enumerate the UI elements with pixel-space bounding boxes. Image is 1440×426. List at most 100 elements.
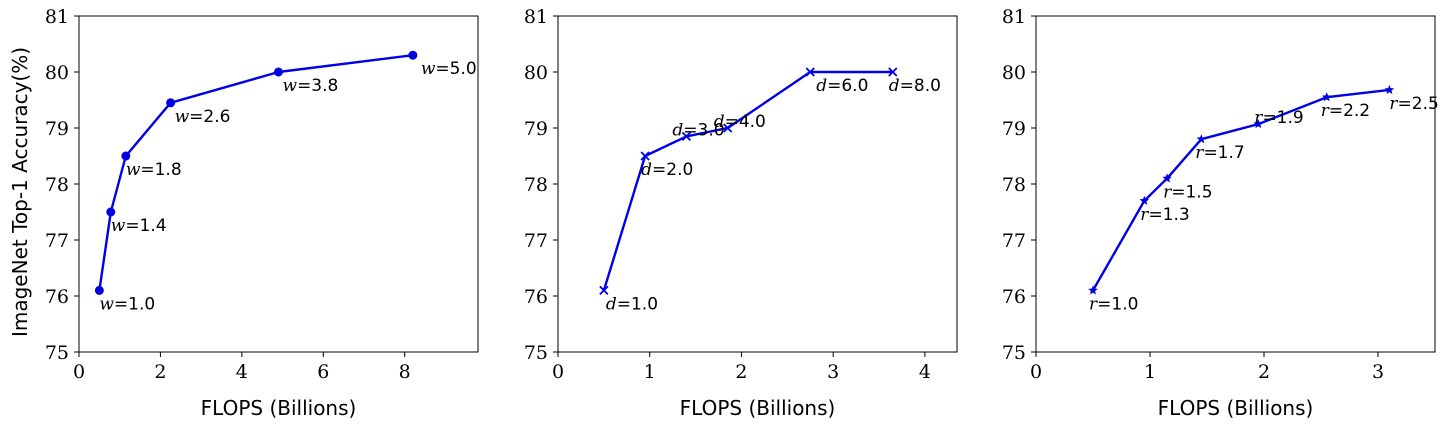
y-tick-label: 78 <box>45 174 69 196</box>
data-point <box>1088 285 1098 295</box>
data-label: r=1.3 <box>1140 205 1189 225</box>
y-tick-label: 80 <box>524 62 548 84</box>
data-point <box>408 50 418 60</box>
x-tick-label: 2 <box>735 361 747 383</box>
data-label-var: w <box>126 160 141 180</box>
data-label: r=1.0 <box>1089 294 1138 314</box>
y-tick-label: 75 <box>45 342 69 364</box>
data-point <box>640 151 650 161</box>
x-tick-label: 6 <box>317 361 329 383</box>
data-point <box>106 207 116 217</box>
data-label-var: r <box>1195 143 1204 163</box>
y-tick-label: 81 <box>45 6 69 28</box>
data-point <box>1253 119 1264 129</box>
data-point <box>723 123 733 133</box>
data-label-value: =1.8 <box>140 160 181 180</box>
data-label-var: r <box>1254 108 1263 128</box>
data-label-var: r <box>1389 94 1398 114</box>
y-tick-label: 75 <box>1002 342 1026 364</box>
data-label: d=2.0 <box>641 160 693 180</box>
data-point <box>681 131 692 142</box>
y-tick-label: 81 <box>1002 6 1026 28</box>
data-label: r=2.2 <box>1321 101 1370 121</box>
data-label-value: =1.0 <box>617 294 658 314</box>
data-point <box>94 285 104 295</box>
data-label-value: =1.4 <box>125 216 166 236</box>
data-label: r=1.5 <box>1163 182 1212 202</box>
data-label-value: =2.2 <box>1329 101 1370 121</box>
data-label-value: =2.6 <box>189 107 230 127</box>
data-label-value: =2.0 <box>652 160 693 180</box>
data-point <box>121 151 131 161</box>
y-tick-label: 79 <box>45 118 69 140</box>
data-label-value: =3.0 <box>683 120 724 140</box>
data-label-var: r <box>1089 294 1098 314</box>
y-tick-label: 77 <box>1002 230 1026 252</box>
y-tick-label: 78 <box>524 174 548 196</box>
x-tick-label: 1 <box>644 361 656 383</box>
y-tick-label: 79 <box>1002 118 1026 140</box>
x-tick-label: 3 <box>827 361 839 383</box>
data-label: d=6.0 <box>816 76 868 96</box>
y-tick-label: 76 <box>524 286 548 308</box>
data-label-var: d <box>714 112 725 132</box>
data-point <box>274 67 283 77</box>
x-axis-label: FLOPS (Billions) <box>680 396 836 420</box>
data-label: w=1.8 <box>126 160 182 180</box>
data-point <box>1196 134 1207 144</box>
data-point <box>805 67 815 77</box>
data-label: w=1.4 <box>111 216 167 236</box>
data-label-value: =1.0 <box>114 294 155 314</box>
y-tick-label: 77 <box>45 230 69 252</box>
x-axis-label: FLOPS (Billions) <box>1158 396 1314 420</box>
x-tick-label: 0 <box>552 361 564 383</box>
data-label-var: d <box>889 76 900 96</box>
y-tick-label: 77 <box>524 230 548 252</box>
data-label-value: =1.9 <box>1262 108 1303 128</box>
data-label: w=1.0 <box>99 294 155 314</box>
data-label-var: d <box>606 294 617 314</box>
data-label: w=2.6 <box>175 107 231 127</box>
x-tick-label: 2 <box>154 361 166 383</box>
data-label-value: =5.0 <box>435 59 476 79</box>
data-label-value: =6.0 <box>827 76 868 96</box>
y-tick-label: 75 <box>524 342 548 364</box>
data-label-value: =4.0 <box>725 112 766 132</box>
data-label-var: w <box>175 107 190 127</box>
data-label-var: d <box>672 120 683 140</box>
y-tick-label: 79 <box>524 118 548 140</box>
data-label-var: d <box>641 160 652 180</box>
data-label-value: =8.0 <box>900 76 941 96</box>
data-label-var: d <box>816 76 827 96</box>
series-line <box>602 70 893 291</box>
data-label-var: r <box>1321 101 1330 121</box>
y-tick-label: 76 <box>45 286 69 308</box>
data-label-value: =1.0 <box>1097 294 1138 314</box>
data-label-value: =1.5 <box>1171 182 1212 202</box>
data-label: r=1.7 <box>1195 143 1244 163</box>
data-label-var: w <box>283 76 298 96</box>
y-tick-label: 81 <box>524 6 548 28</box>
data-point <box>166 98 176 108</box>
y-tick-label: 78 <box>1002 174 1026 196</box>
data-label: d=1.0 <box>606 294 658 314</box>
y-tick-label: 80 <box>45 62 69 84</box>
data-label: d=8.0 <box>889 76 941 96</box>
data-label: w=5.0 <box>421 59 477 79</box>
series-line <box>98 54 414 291</box>
data-label-value: =1.7 <box>1203 143 1244 163</box>
x-tick-label: 3 <box>1372 361 1384 383</box>
x-axis-label: FLOPS (Billions) <box>201 396 357 420</box>
data-label: r=1.9 <box>1254 108 1303 128</box>
x-tick-label: 4 <box>236 361 248 383</box>
x-tick-label: 0 <box>73 361 85 383</box>
data-point <box>1139 195 1150 205</box>
data-label-var: r <box>1163 182 1172 202</box>
data-point <box>599 285 609 296</box>
data-label: d=3.0 <box>672 120 724 140</box>
data-label: d=4.0 <box>714 112 766 132</box>
x-tick-label: 0 <box>1030 361 1042 383</box>
x-tick-label: 4 <box>919 361 931 383</box>
data-label-var: w <box>111 216 126 236</box>
